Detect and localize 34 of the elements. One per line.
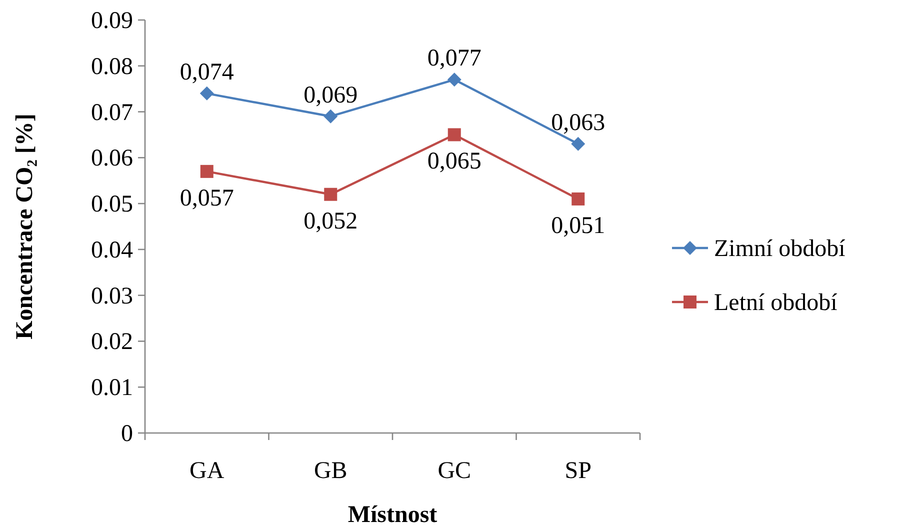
y-tick-label: 0.06 xyxy=(91,146,133,172)
point xyxy=(200,164,214,178)
data-label: 0,077 xyxy=(427,46,482,72)
x-tick-label: GB xyxy=(314,458,348,484)
point xyxy=(448,128,461,142)
point xyxy=(324,109,338,124)
x-tick-label: GA xyxy=(190,458,225,484)
point xyxy=(571,136,586,151)
y-tick-label: 0.03 xyxy=(91,283,133,310)
x-tick-label: SP xyxy=(564,458,592,484)
point xyxy=(447,72,462,87)
legend-label: Zimní období xyxy=(714,236,846,262)
point xyxy=(324,188,338,201)
data-label: 0,074 xyxy=(180,59,234,86)
y-tick-label: 0.01 xyxy=(91,375,133,402)
y-tick-label: 0.02 xyxy=(91,329,133,356)
y-tick-label: 0.08 xyxy=(91,54,133,80)
data-label: 0,057 xyxy=(180,185,234,212)
data-label: 0,063 xyxy=(551,110,606,136)
legend-label: Letní období xyxy=(714,290,838,316)
y-tick-label: 0 xyxy=(121,421,133,447)
y-tick-label: 0.07 xyxy=(91,100,133,126)
point xyxy=(572,192,585,206)
y-tick-label: 0.09 xyxy=(91,8,133,34)
data-label: 0,052 xyxy=(304,208,358,234)
x-tick-label: GC xyxy=(438,458,472,484)
y-tick-label: 0.05 xyxy=(91,192,133,218)
x-axis-title: Místnost xyxy=(348,502,438,528)
data-label: 0,065 xyxy=(427,148,482,175)
y-axis-title: Koncentrace CO₂ [%] xyxy=(12,114,38,340)
y-tick-label: 0.04 xyxy=(91,237,133,264)
data-label: 0,069 xyxy=(304,82,358,108)
point xyxy=(200,86,214,100)
data-label: 0,051 xyxy=(551,212,606,239)
